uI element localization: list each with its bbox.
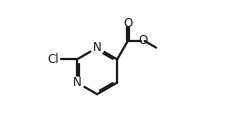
Text: O: O	[138, 34, 147, 47]
Text: N: N	[72, 76, 81, 89]
Text: Cl: Cl	[47, 53, 58, 66]
Text: N: N	[92, 41, 101, 54]
Text: O: O	[123, 17, 132, 30]
